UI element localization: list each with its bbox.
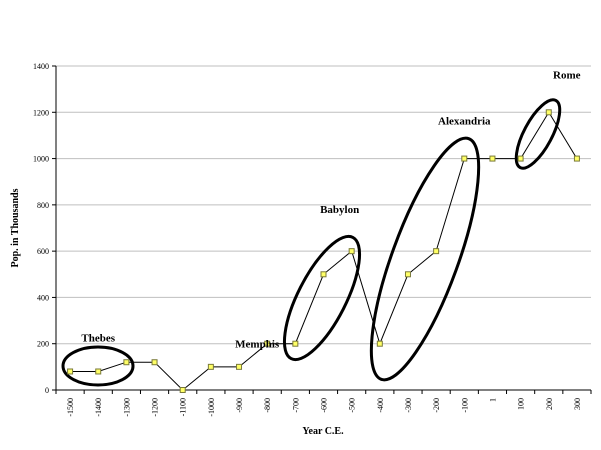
babylon-ellipse <box>282 234 362 362</box>
x-tick-label: 200 <box>545 398 554 410</box>
y-tick-label: 200 <box>37 340 49 349</box>
y-tick-label: 600 <box>37 247 49 256</box>
x-tick-label: -1100 <box>179 398 188 416</box>
rome-ellipse <box>514 98 562 170</box>
data-point <box>123 359 130 366</box>
x-tick-label: -100 <box>460 398 469 413</box>
y-tick-labels: 0 200 400 600 800 1000 1200 1400 <box>33 62 56 395</box>
data-point <box>348 248 355 255</box>
annotation-label: Alexandria <box>438 116 491 128</box>
data-point <box>207 363 214 370</box>
x-tick-label: -1300 <box>122 398 131 417</box>
data-point <box>489 155 496 162</box>
data-point <box>151 359 158 366</box>
x-tick-label: -300 <box>404 398 413 413</box>
data-point <box>236 363 243 370</box>
x-tick-labels: -1500 -1400 -1300 -1200 -1100 -1000 -900 -800 -7… <box>55 390 592 417</box>
annotation-label: Thebes <box>81 332 115 344</box>
data-point <box>433 248 440 255</box>
x-tick-label: 100 <box>517 398 526 410</box>
x-tick-label: -800 <box>263 398 272 413</box>
data-point <box>320 271 327 278</box>
x-tick-label: 1 <box>488 398 497 402</box>
y-tick-label: 400 <box>37 293 49 302</box>
axes <box>55 66 591 391</box>
data-points <box>67 109 580 393</box>
data-point <box>292 340 299 347</box>
data-point <box>95 368 102 375</box>
data-point <box>179 387 186 393</box>
city-annotations: Thebes Memphis Babylon Alexandria Rome <box>81 69 580 350</box>
annotation-label: Babylon <box>320 204 359 216</box>
y-tick-label: 0 <box>45 386 49 395</box>
x-tick-label: -1400 <box>94 398 103 417</box>
y-tick-label: 1000 <box>33 155 49 164</box>
data-point <box>404 271 411 278</box>
x-tick-label: -700 <box>291 398 300 413</box>
x-tick-label: -500 <box>348 398 357 413</box>
thebes-ellipse <box>61 345 135 387</box>
y-tick-label: 800 <box>37 201 49 210</box>
x-tick-label: -200 <box>432 398 441 413</box>
highlight-ellipses <box>61 98 562 387</box>
y-tick-label: 1400 <box>33 62 49 71</box>
annotation-label: Memphis <box>235 339 280 351</box>
data-point <box>264 340 271 347</box>
data-point <box>376 340 383 347</box>
annotation-label: Rome <box>553 69 581 81</box>
x-axis-title: Year C.E. <box>302 426 344 437</box>
x-tick-label: -400 <box>376 398 385 413</box>
alexandria-ellipse <box>369 136 481 382</box>
y-axis-title: Pop. in Thousands <box>10 188 21 267</box>
x-tick-label: -1200 <box>151 398 160 417</box>
x-tick-label: -600 <box>320 398 329 413</box>
y-tick-label: 1200 <box>33 108 49 117</box>
data-point <box>573 155 580 162</box>
data-point <box>461 155 468 162</box>
data-point <box>545 109 552 116</box>
data-point <box>517 155 524 162</box>
x-tick-label: -900 <box>235 398 244 413</box>
x-tick-label: -1500 <box>66 398 75 417</box>
x-tick-label: -1000 <box>207 398 216 417</box>
x-tick-label: 300 <box>573 398 582 410</box>
data-point <box>67 368 74 375</box>
